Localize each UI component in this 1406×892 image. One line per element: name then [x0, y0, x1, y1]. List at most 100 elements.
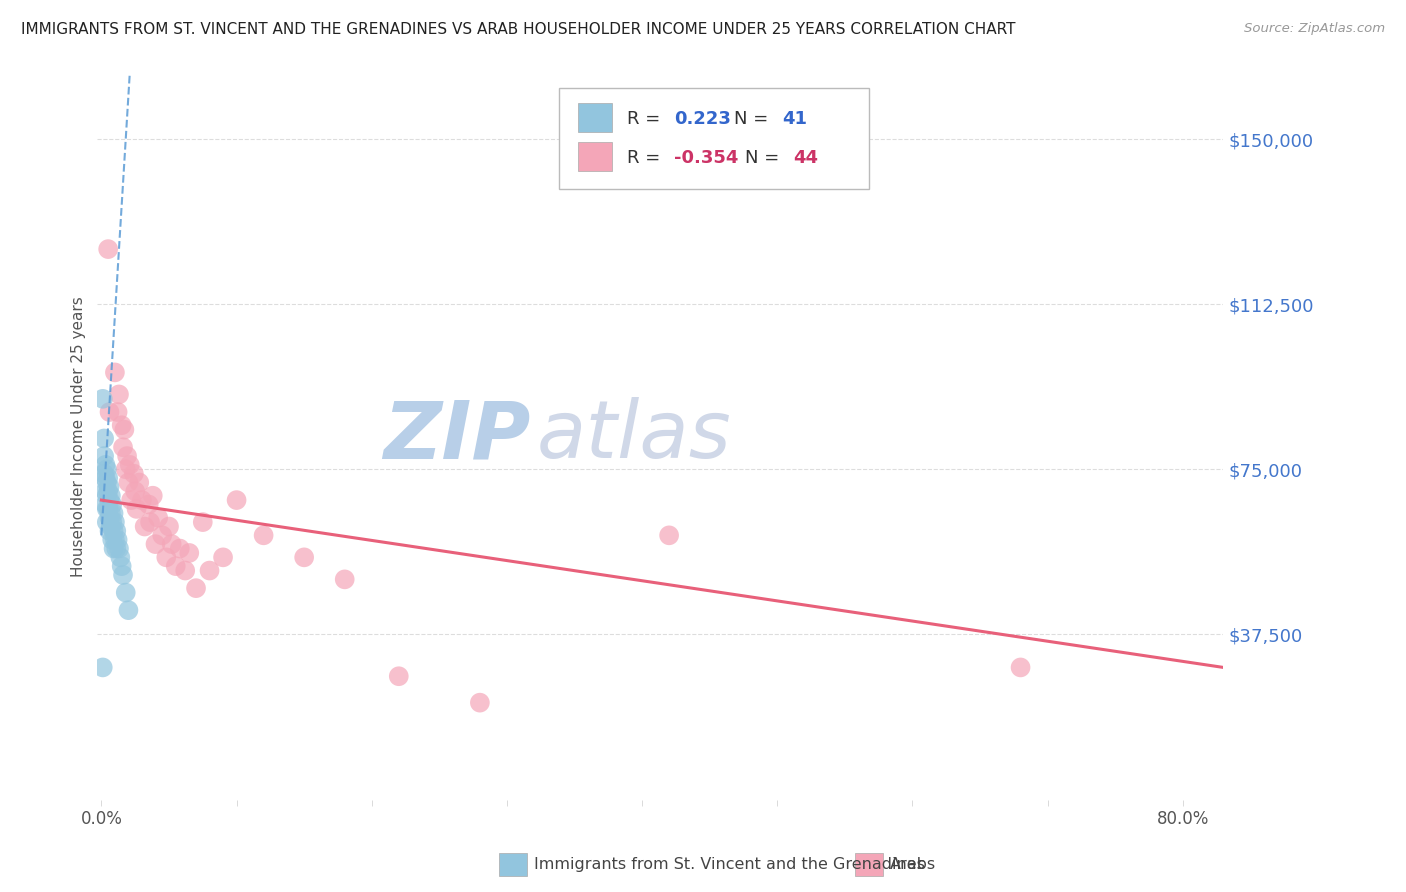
Point — [142, 489, 165, 503]
Point — [112, 568, 135, 582]
Point — [101, 498, 124, 512]
Text: Arabs: Arabs — [890, 857, 936, 871]
Text: N =: N = — [734, 110, 773, 128]
Point — [91, 660, 114, 674]
Point — [128, 475, 150, 490]
Point — [468, 696, 491, 710]
Point — [131, 493, 153, 508]
Point — [107, 533, 129, 547]
Point — [110, 550, 132, 565]
Point — [184, 581, 207, 595]
Point — [96, 515, 118, 529]
Point — [94, 498, 117, 512]
Point — [118, 458, 141, 472]
FancyBboxPatch shape — [578, 142, 612, 171]
Point — [93, 432, 115, 446]
Text: 0.223: 0.223 — [673, 110, 731, 128]
Point — [97, 502, 120, 516]
Text: R =: R = — [627, 149, 665, 167]
Point — [124, 484, 146, 499]
Text: Immigrants from St. Vincent and the Grenadines: Immigrants from St. Vincent and the Gren… — [534, 857, 925, 871]
Point — [104, 533, 127, 547]
Point — [96, 475, 118, 490]
Point — [658, 528, 681, 542]
Point — [98, 510, 121, 524]
Text: 41: 41 — [782, 110, 807, 128]
Point — [108, 387, 131, 401]
FancyBboxPatch shape — [560, 87, 869, 189]
Text: Source: ZipAtlas.com: Source: ZipAtlas.com — [1244, 22, 1385, 36]
Point — [96, 502, 118, 516]
Point — [117, 475, 139, 490]
Point — [97, 484, 120, 499]
Point — [160, 537, 183, 551]
Point — [93, 449, 115, 463]
Point — [1010, 660, 1032, 674]
Point — [111, 559, 134, 574]
Point — [122, 467, 145, 481]
Point — [96, 489, 118, 503]
Point — [104, 515, 127, 529]
FancyBboxPatch shape — [578, 103, 612, 132]
Point — [100, 519, 122, 533]
Point — [107, 405, 129, 419]
Point — [98, 480, 121, 494]
Point — [191, 515, 214, 529]
Point — [115, 449, 138, 463]
Point — [98, 405, 121, 419]
Point — [108, 541, 131, 556]
Point — [103, 541, 125, 556]
Text: ZIP: ZIP — [384, 397, 531, 475]
Point — [97, 471, 120, 485]
Point — [101, 533, 124, 547]
Text: R =: R = — [627, 110, 665, 128]
Point — [112, 423, 135, 437]
Point — [117, 603, 139, 617]
Text: 44: 44 — [793, 149, 818, 167]
Point — [100, 489, 122, 503]
Point — [93, 467, 115, 481]
Point — [94, 484, 117, 499]
Point — [139, 515, 162, 529]
Point — [120, 493, 142, 508]
Point — [174, 564, 197, 578]
Text: IMMIGRANTS FROM ST. VINCENT AND THE GRENADINES VS ARAB HOUSEHOLDER INCOME UNDER : IMMIGRANTS FROM ST. VINCENT AND THE GREN… — [21, 22, 1015, 37]
Point — [169, 541, 191, 556]
Point — [157, 519, 180, 533]
Text: atlas: atlas — [537, 397, 731, 475]
Point — [94, 471, 117, 485]
Point — [96, 462, 118, 476]
Point — [114, 585, 136, 599]
Point — [91, 392, 114, 406]
Point — [94, 458, 117, 472]
Point — [98, 493, 121, 508]
Point — [111, 418, 134, 433]
Point — [98, 524, 121, 538]
Point — [145, 537, 167, 551]
Point — [148, 510, 170, 524]
Text: -0.354: -0.354 — [673, 149, 738, 167]
Point — [155, 550, 177, 565]
Point — [179, 546, 201, 560]
Text: N =: N = — [745, 149, 785, 167]
Point — [112, 440, 135, 454]
Point — [198, 564, 221, 578]
Y-axis label: Householder Income Under 25 years: Householder Income Under 25 years — [72, 296, 86, 576]
Point — [125, 502, 148, 516]
Point — [252, 528, 274, 542]
Point — [105, 524, 128, 538]
Point — [150, 528, 173, 542]
Point — [105, 541, 128, 556]
Point — [388, 669, 411, 683]
Point — [103, 506, 125, 520]
Point — [212, 550, 235, 565]
Point — [333, 573, 356, 587]
Point — [101, 515, 124, 529]
Point — [97, 242, 120, 256]
Point — [165, 559, 187, 574]
Point — [138, 498, 160, 512]
Point — [104, 365, 127, 379]
Point — [114, 462, 136, 476]
Point — [103, 524, 125, 538]
Point — [292, 550, 315, 565]
